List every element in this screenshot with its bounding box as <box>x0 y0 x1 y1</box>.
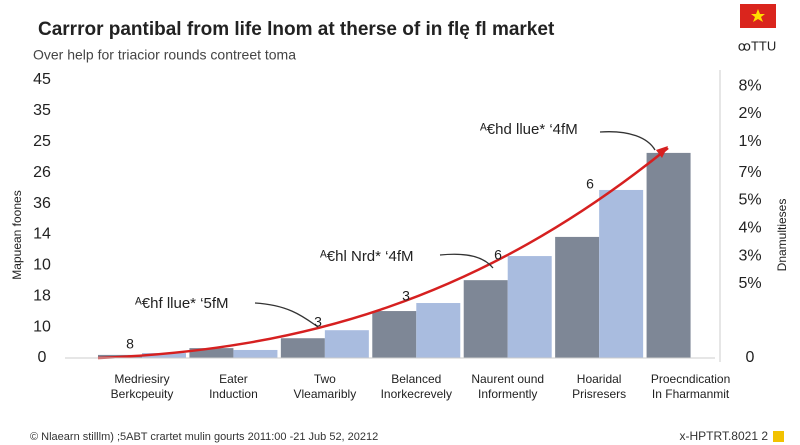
flag-star <box>751 9 765 22</box>
annotation-arrow <box>599 131 656 151</box>
corner-label: ꝏTTU <box>738 38 777 53</box>
x-tick-label: Vleamaribly <box>294 387 357 401</box>
y-tick-label: 26 <box>33 164 51 181</box>
bar <box>372 311 417 358</box>
y2-tick-label: 5% <box>738 192 761 209</box>
bar-label: 6 <box>494 247 502 263</box>
y2-tick-label: 8% <box>738 77 761 94</box>
y-tick-label: 45 <box>33 71 51 88</box>
x-tick-label: In Fharmanmit <box>652 387 730 401</box>
annotation: ᴬ€hl Nrd* ‘4fM <box>319 248 414 265</box>
bar <box>189 348 234 358</box>
annotation-arrow <box>439 253 494 269</box>
chart-subtitle: Over help for triacior rounds contreet t… <box>33 47 296 63</box>
annotation: ᴬ€hf llue* ‘5fM <box>134 295 229 312</box>
y2-tick-label: 0 <box>746 349 755 366</box>
y-tick-label: 14 <box>33 226 51 243</box>
x-tick-label: Informently <box>478 387 537 401</box>
x-tick-label: Berkcpeuity <box>111 387 174 401</box>
bar <box>280 338 325 358</box>
y2-tick-label: 5% <box>738 275 761 292</box>
trend-curve <box>97 147 669 360</box>
x-tick-label: Medriesiry <box>114 372 169 386</box>
annotation-arrow <box>254 302 319 328</box>
y-tick-label: 0 <box>38 349 47 366</box>
bar-label: 8 <box>126 336 134 352</box>
y2-tick-label: 1% <box>738 133 761 150</box>
x-tick-label: Prisresers <box>572 387 626 401</box>
y2-tick-label: 3% <box>738 247 761 264</box>
bar <box>507 256 552 358</box>
x-tick-label: Belanced <box>391 372 441 386</box>
y-axis-label: Mapuean foones <box>10 190 24 279</box>
bar <box>324 330 369 358</box>
annotation: ᴬ€hd llue* ‘4fM <box>479 121 578 138</box>
trend-arrowhead <box>656 146 668 158</box>
x-tick-label: Two <box>314 372 336 386</box>
bar-label: 6 <box>586 176 594 192</box>
bar-label: 3 <box>402 288 410 304</box>
x-tick-label: Induction <box>209 387 258 401</box>
y-tick-label: 35 <box>33 102 51 119</box>
footer-right: x-HPTRT.8021 2 <box>680 429 769 443</box>
y2-axis-label: Dnamultieses <box>775 199 789 272</box>
bar <box>142 353 186 358</box>
bar <box>463 280 508 358</box>
x-tick-label: Inorkecrevely <box>381 387 452 401</box>
y2-tick-label: 4% <box>738 219 761 236</box>
y-tick-label: 25 <box>33 133 51 150</box>
footer-icon <box>773 431 784 442</box>
y-tick-label: 36 <box>33 195 51 212</box>
bar <box>233 349 278 358</box>
y2-tick-label: 2% <box>738 105 761 122</box>
chart-title: Carrror pantibal from life lnom at thers… <box>38 19 555 40</box>
x-tick-label: Proecndication <box>651 372 730 386</box>
bar <box>599 189 644 358</box>
x-tick-label: Hoaridal <box>577 372 622 386</box>
y-tick-label: 10 <box>33 318 51 335</box>
y-tick-label: 10 <box>33 257 51 274</box>
bar <box>555 236 600 358</box>
y2-tick-label: 7% <box>738 164 761 181</box>
x-tick-label: Eater <box>219 372 248 386</box>
bar <box>646 152 691 358</box>
footer: © Nlaearn stilllm) ;5ABT crartet mulin g… <box>30 431 378 443</box>
bar <box>416 303 461 358</box>
bar-label: 3 <box>314 314 322 330</box>
x-tick-label: Naurent ound <box>471 372 544 386</box>
y-tick-label: 18 <box>33 287 51 304</box>
